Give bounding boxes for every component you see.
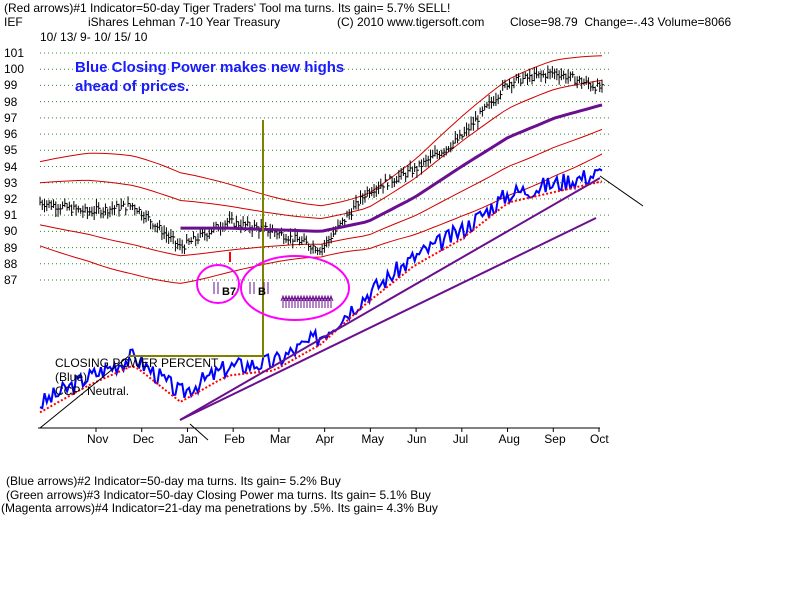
- closing-power-ma: [39, 180, 603, 414]
- y-tick-label: 97: [4, 110, 18, 125]
- buy-arrow-head: [328, 294, 334, 302]
- annotation-note: Blue Closing Power makes new highs ahead…: [75, 58, 344, 96]
- price-ma-line: [180, 103, 603, 233]
- marker-b: B: [258, 286, 266, 298]
- indicator-3-line: (Green arrows)#3 Indicator=50-day Closin…: [6, 488, 431, 502]
- x-tick-label: Apr: [315, 432, 335, 446]
- change-label: Change=: [584, 15, 634, 29]
- upper-band: [39, 55, 603, 207]
- x-tick-label: Oct: [590, 432, 609, 446]
- y-tick-label: 94: [4, 159, 18, 174]
- x-tick-label: Feb: [224, 432, 245, 446]
- y-tick-label: 87: [4, 273, 18, 287]
- change-value: -.43: [633, 15, 655, 29]
- x-tick-label: Aug: [498, 432, 520, 446]
- inner-lower-band: [39, 128, 603, 257]
- x-tick-label: Dec: [132, 432, 155, 446]
- x-tick-label: Jun: [407, 432, 427, 446]
- trendline-5: [189, 423, 209, 441]
- y-tick-label: 101: [4, 46, 25, 60]
- closing-power-status: CCP: Neutral.: [55, 384, 130, 398]
- x-tick-label: Jan: [178, 432, 198, 446]
- copyright: (C) 2010 www.tigersoft.com: [337, 15, 485, 29]
- chart-annotations: [38, 120, 600, 432]
- y-tick-label: 93: [4, 175, 18, 190]
- security-name: iShares Lehman 7-10 Year Treasury: [88, 15, 281, 29]
- moving-average: [180, 103, 603, 233]
- annotation-line-1: Blue Closing Power makes new highs: [75, 59, 345, 76]
- inner-upper-band: [39, 79, 603, 220]
- y-tick-label: 95: [4, 143, 18, 158]
- closing-power-series-label: (Blue): [55, 370, 88, 384]
- highlight-ellipse: [240, 255, 350, 321]
- y-tick-label: 98: [4, 94, 18, 109]
- ticker-symbol: IEF: [4, 15, 23, 29]
- close-readout: Close=98.79 Change=-.43 Volume=8066: [510, 15, 731, 29]
- y-tick-label: 100: [4, 62, 25, 77]
- x-tick-label: Mar: [269, 432, 291, 446]
- trendline-3: [39, 354, 131, 429]
- marker-b7: B7: [222, 286, 237, 298]
- trendlines: [39, 175, 644, 441]
- indicator-2-line: (Blue arrows)#2 Indicator=50-day ma turn…: [6, 474, 341, 488]
- volume-value: 8066: [704, 15, 732, 29]
- indicator-4-line: (Magenta arrows)#4 Indicator=21-day ma p…: [1, 501, 438, 515]
- volume-label: Volume=: [657, 15, 705, 29]
- trendline-2: [179, 217, 597, 421]
- y-tick-label: 90: [4, 224, 18, 239]
- y-tick-label: 91: [4, 208, 18, 223]
- trendline-4: [599, 175, 644, 207]
- close-label: Close=: [510, 15, 548, 29]
- date-range: 10/ 13/ 9- 10/ 15/ 10: [40, 30, 148, 44]
- closing-power-title: CLOSING POWER PERCENT: [55, 356, 219, 370]
- trendline-1: [179, 177, 601, 421]
- closing-power-line: [39, 168, 603, 410]
- y-tick-label: 88: [4, 256, 18, 271]
- y-tick-label: 99: [4, 78, 18, 93]
- highlight-circle: [196, 264, 240, 304]
- x-tick-label: Sep: [544, 432, 566, 446]
- close-value: 98.79: [547, 15, 578, 29]
- closing-power-line: [39, 168, 603, 410]
- closing-power-ma: [39, 180, 603, 414]
- y-tick-label: 89: [4, 240, 18, 255]
- indicator-1-line: (Red arrows)#1 Indicator=50-day Tiger Tr…: [4, 1, 451, 15]
- y-tick-label: 96: [4, 127, 18, 142]
- y-tick-label: 92: [4, 191, 18, 206]
- x-tick-label: May: [361, 432, 385, 446]
- x-tick-label: Jul: [452, 432, 469, 446]
- annotation-line-2: ahead of prices.: [75, 78, 190, 95]
- x-tick-label: Nov: [87, 432, 109, 446]
